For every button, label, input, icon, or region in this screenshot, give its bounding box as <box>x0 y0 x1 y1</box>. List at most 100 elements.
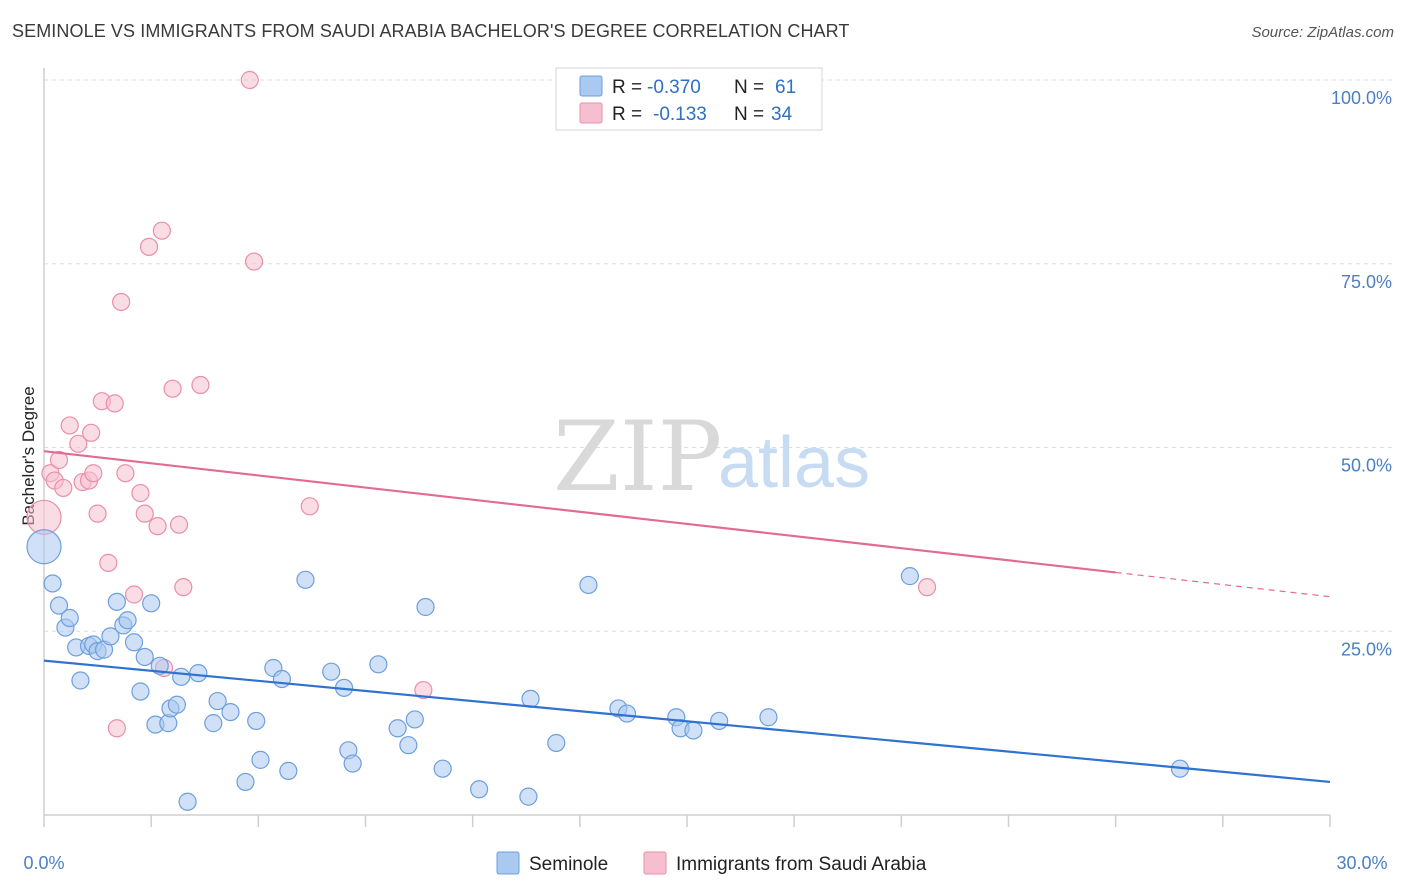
seminole-point <box>579 575 598 595</box>
seminole-trend-line <box>43 659 1331 784</box>
seminole-point <box>101 627 120 646</box>
saudi-point <box>99 553 118 572</box>
seminole-point <box>131 682 150 701</box>
saudi-point <box>174 578 193 597</box>
watermark-atlas: atlas <box>718 423 870 503</box>
saudi-trend-extension <box>1115 571 1331 598</box>
y-tick-label: 25.0% <box>1341 639 1392 659</box>
legend-r-value-2: -0.133 <box>653 104 707 125</box>
saudi-point <box>131 483 150 503</box>
source-credit: Source: ZipAtlas.com <box>1251 24 1394 41</box>
stats-legend: R = -0.370 N = 61 R = -0.133 N = 34 <box>555 67 823 131</box>
seminole-point <box>204 714 223 733</box>
axes <box>43 68 1331 827</box>
saudi-point <box>240 70 259 90</box>
seminole-point <box>172 667 191 686</box>
seminole-point <box>617 704 637 723</box>
seminole-point <box>26 529 62 565</box>
saudi-point <box>54 478 73 498</box>
saudi-point <box>116 464 135 483</box>
saudi-point <box>135 504 154 523</box>
seminole-point <box>519 787 538 806</box>
saudi-point <box>917 578 937 597</box>
series-legend-seminole-label: Seminole <box>529 854 608 875</box>
seminole-point <box>251 750 270 769</box>
saudi-point <box>107 719 126 738</box>
legend-n-value-2: 34 <box>771 104 793 125</box>
series-legend: Seminole Immigrants from Saudi Arabia <box>496 851 927 875</box>
seminole-point <box>236 772 255 792</box>
seminole-point <box>343 754 362 773</box>
seminole-point <box>369 655 388 674</box>
saudi-swatch <box>579 102 603 124</box>
seminole-point <box>547 733 566 753</box>
legend-r-value-1: -0.370 <box>647 77 701 98</box>
series-legend-saudi-swatch <box>643 851 667 875</box>
seminole-point <box>49 596 69 615</box>
saudi-point <box>84 464 103 483</box>
legend-n-label-2: N = <box>734 104 764 125</box>
seminole-swatch <box>579 75 603 97</box>
chart-title: SEMINOLE VS IMMIGRANTS FROM SAUDI ARABIA… <box>12 21 850 41</box>
seminole-point <box>521 689 540 708</box>
seminole-point <box>279 761 298 781</box>
saudi-point <box>69 434 88 453</box>
seminole-point <box>208 691 227 711</box>
seminole-point <box>684 721 703 740</box>
x-tick-label-min: 0.0% <box>23 853 64 873</box>
watermark: ZIP atlas <box>553 401 870 513</box>
saudi-point <box>82 423 101 442</box>
saudi-point <box>124 585 144 604</box>
saudi-point <box>88 504 107 523</box>
seminole-point <box>322 662 341 681</box>
y-axis-title: Bachelor's Degree <box>19 386 38 525</box>
seminole-point <box>272 669 292 689</box>
y-tick-label: 75.0% <box>1341 272 1392 292</box>
seminole-point <box>150 656 169 675</box>
x-tick-label-max: 30.0% <box>1336 853 1387 873</box>
saudi-point <box>169 515 189 534</box>
y-tick-label: 100.0% <box>1331 88 1392 108</box>
seminole-point <box>900 567 920 586</box>
legend-n-label-1: N = <box>734 77 764 98</box>
legend-r-label-1: R = <box>612 77 642 98</box>
seminole-point <box>142 594 161 613</box>
saudi-point <box>152 221 171 240</box>
saudi-point <box>49 450 69 470</box>
seminole-point <box>118 611 137 630</box>
seminole-point <box>221 702 240 722</box>
watermark-zip: ZIP <box>553 401 722 513</box>
seminole-point <box>107 592 126 611</box>
saudi-point <box>244 252 264 271</box>
seminole-point <box>247 711 266 731</box>
saudi-point <box>300 497 319 516</box>
saudi-point <box>163 379 182 398</box>
trend-lines <box>43 450 1331 784</box>
seminole-point <box>388 719 407 738</box>
legend-n-value-1: 61 <box>775 77 796 98</box>
data-points <box>26 70 1190 811</box>
seminole-point <box>60 608 79 628</box>
seminole-point <box>296 570 315 589</box>
seminole-point <box>189 664 208 683</box>
series-legend-saudi-label: Immigrants from Saudi Arabia <box>676 854 927 875</box>
seminole-point <box>71 671 90 690</box>
seminole-point <box>167 695 186 714</box>
seminole-point <box>178 792 197 811</box>
seminole-point <box>710 711 729 731</box>
seminole-point <box>433 759 452 778</box>
saudi-point <box>191 375 210 395</box>
seminole-point <box>124 633 144 652</box>
seminole-point <box>399 736 418 755</box>
legend-r-label-2: R = <box>612 104 642 125</box>
y-tick-labels: 25.0% 50.0% 75.0% 100.0% <box>1331 88 1392 659</box>
seminole-point <box>43 574 62 593</box>
grid-lines <box>44 79 1392 632</box>
x-tick-labels: 0.0% 30.0% <box>23 853 1387 873</box>
saudi-point <box>105 394 124 413</box>
saudi-point <box>414 680 433 700</box>
saudi-point <box>112 292 131 312</box>
seminole-point <box>135 647 154 667</box>
seminole-point <box>759 708 778 727</box>
